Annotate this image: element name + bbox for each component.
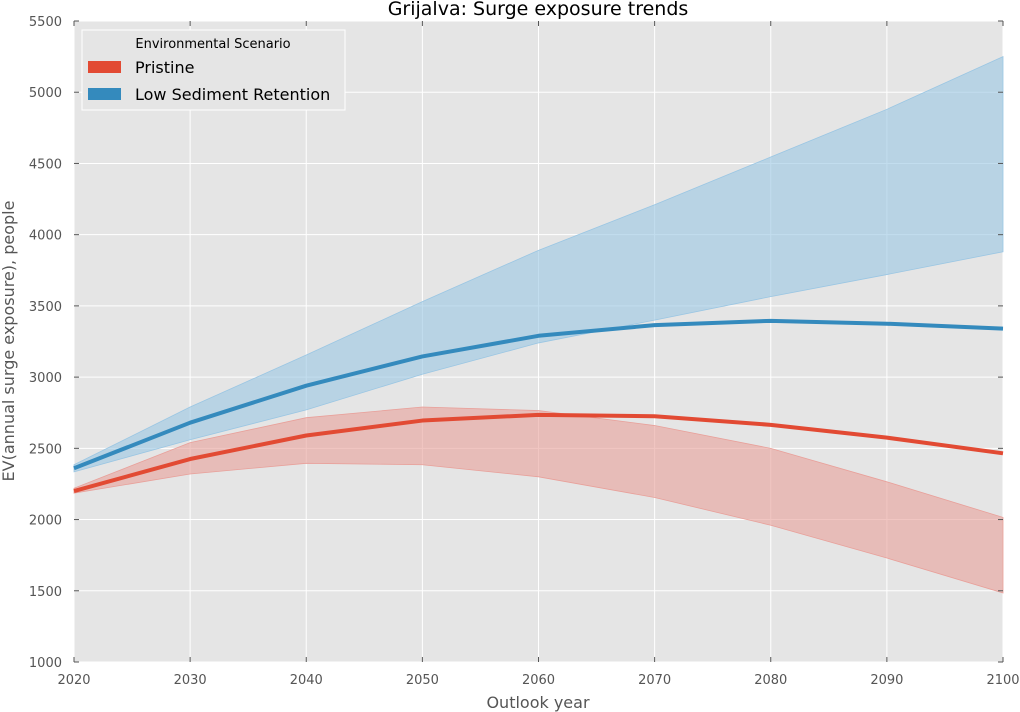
legend-box [81, 29, 346, 111]
y-axis-title: EV(annual surge exposure), people [0, 201, 18, 482]
band-pristine [73, 406, 1004, 594]
x-tick-label: 2020 [57, 673, 90, 688]
legend-label-low-sediment-retention: Low Sediment Retention [135, 85, 330, 104]
x-tick-label: 2030 [174, 673, 207, 688]
legend-label-pristine: Pristine [135, 58, 194, 77]
legend-title: Environmental Scenario [135, 37, 290, 52]
y-tick-label: 2500 [29, 442, 62, 457]
y-tick-label: 1000 [29, 656, 62, 671]
y-tick-labels: 1000 1500 2000 2500 3000 3500 4000 4500 5000 5500 [29, 15, 62, 671]
x-tick-labels: 2020 2030 2040 2050 2060 2070 2080 2090 2100 [57, 673, 1019, 688]
legend: Environmental Scenario Pristine Low Sedi… [81, 29, 346, 111]
x-tick-label: 2040 [290, 673, 323, 688]
y-tick-label: 3500 [29, 300, 62, 315]
axis-ticks [73, 20, 1004, 663]
x-tick-label: 2080 [754, 673, 787, 688]
y-tick-label: 2000 [29, 514, 62, 529]
x-tick-label: 2090 [870, 673, 903, 688]
y-tick-label: 3000 [29, 371, 62, 386]
y-tick-label: 4500 [29, 157, 62, 172]
chart-title: Grijalva: Surge exposure trends [388, 0, 689, 20]
band-low-sediment-retention [73, 55, 1004, 473]
y-tick-label: 5500 [29, 15, 62, 30]
series-line-low-sediment-retention [73, 318, 1004, 471]
x-tick-label: 2100 [986, 673, 1019, 688]
y-tick-label: 5000 [29, 86, 62, 101]
legend-swatch-low-sediment-retention [88, 88, 121, 100]
x-tick-label: 2060 [522, 673, 555, 688]
series-lines [73, 318, 1004, 493]
x-tick-label: 2070 [638, 673, 671, 688]
x-tick-label: 2050 [406, 673, 439, 688]
legend-swatch-pristine [88, 61, 121, 73]
y-tick-label: 1500 [29, 585, 62, 600]
confidence-bands [73, 55, 1004, 594]
series-line-pristine [73, 412, 1004, 493]
y-tick-label: 4000 [29, 229, 62, 244]
x-axis-title: Outlook year [486, 693, 590, 712]
